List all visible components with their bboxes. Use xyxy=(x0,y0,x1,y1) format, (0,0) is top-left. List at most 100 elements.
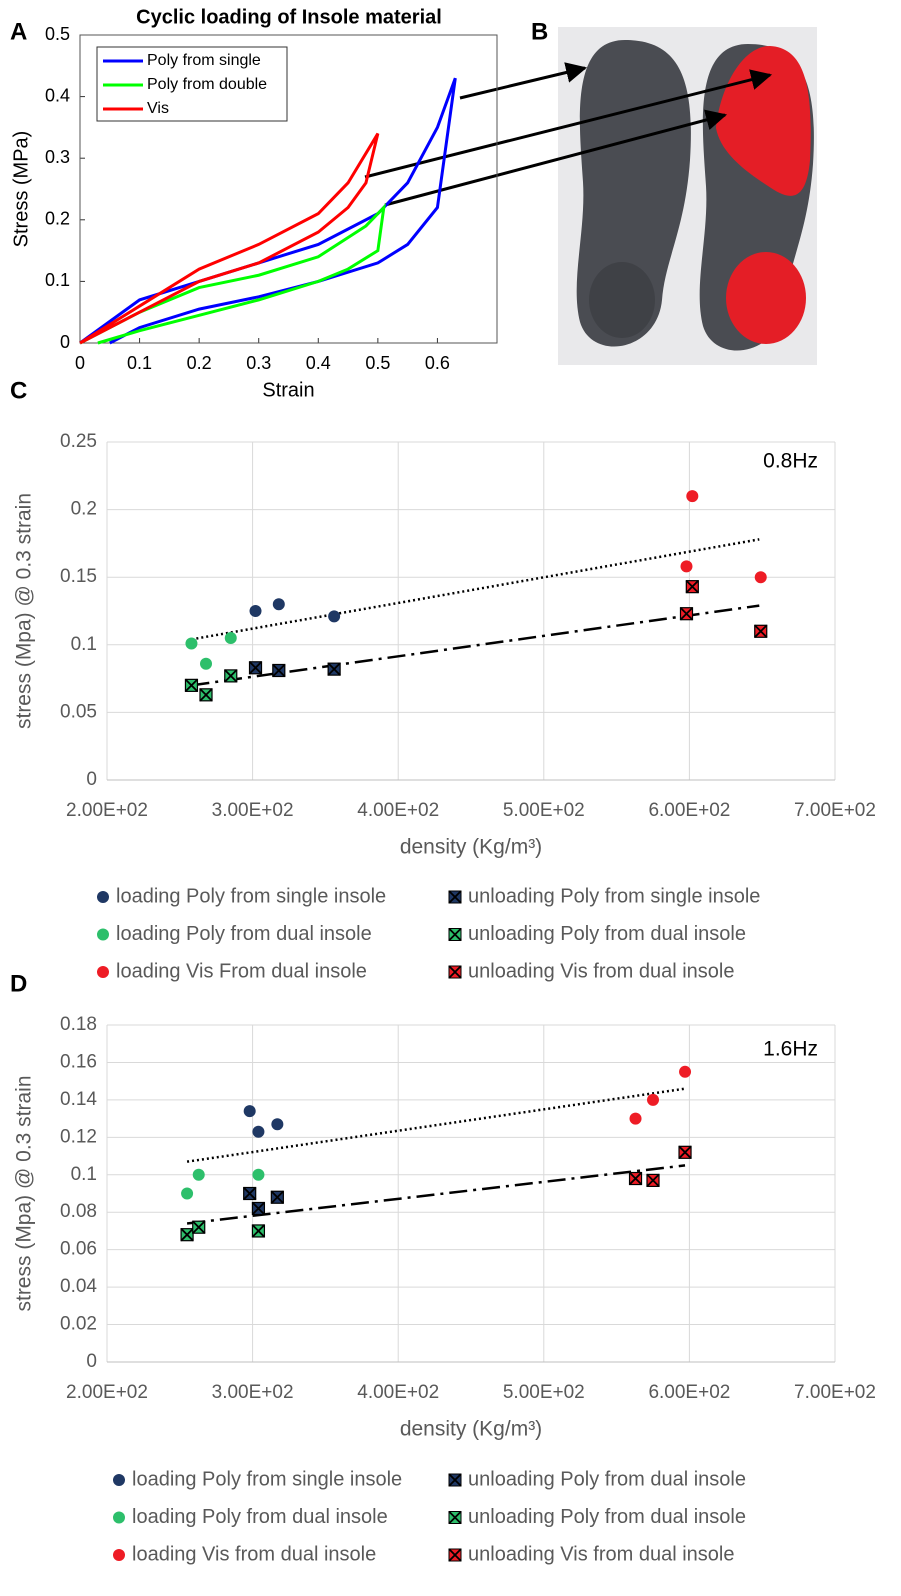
arrow xyxy=(364,69,773,179)
marker-circle xyxy=(686,490,699,503)
marker-circle xyxy=(252,1168,265,1181)
panel-label: D xyxy=(10,970,27,997)
legend-label: loading Vis From dual insole xyxy=(116,960,367,982)
trend-line xyxy=(191,604,760,687)
y-tick-label: 0.14 xyxy=(60,1089,97,1110)
arrows xyxy=(364,62,773,207)
marker-circle xyxy=(181,1187,194,1200)
data-point xyxy=(243,1105,256,1118)
data-point xyxy=(272,663,286,678)
legend-label: unloading Poly from dual insole xyxy=(468,1468,746,1490)
insole-left-heel xyxy=(589,262,655,338)
x-tick-label: 5.00E+02 xyxy=(503,1382,585,1403)
y-tick-label: 0 xyxy=(60,332,70,352)
legend-label: unloading Vis from dual insole xyxy=(468,1543,734,1565)
marker-cross xyxy=(327,662,341,676)
marker-cross xyxy=(251,1224,266,1238)
data-point xyxy=(181,1187,194,1200)
data-point xyxy=(185,637,198,650)
y-tick-label: 0.08 xyxy=(60,1201,97,1222)
y-tick-label: 0.2 xyxy=(45,209,70,229)
legend-swatch xyxy=(448,890,462,904)
y-tick-label: 0 xyxy=(86,1351,97,1372)
plot-frame xyxy=(79,34,498,344)
x-tick-label: 7.00E+02 xyxy=(794,800,876,821)
legend-label: unloading Poly from single insole xyxy=(468,885,760,907)
y-tick-label: 0.06 xyxy=(60,1239,97,1260)
legend-swatch xyxy=(113,1511,125,1524)
arrow xyxy=(459,62,588,100)
y-tick-label: 0.25 xyxy=(60,431,97,452)
insole-right-heel xyxy=(726,252,806,344)
legend-swatch xyxy=(448,1548,462,1562)
marker-circle xyxy=(192,1168,205,1181)
legend-swatch xyxy=(113,1549,125,1561)
legend-label: loading Poly from dual insole xyxy=(132,1506,388,1528)
annotation: 1.6Hz xyxy=(763,1038,818,1061)
panel-label: C xyxy=(10,377,27,404)
legend-swatch xyxy=(113,1474,125,1486)
y-tick-label: 0.12 xyxy=(60,1126,97,1147)
legend-swatch xyxy=(448,1510,462,1525)
legend-label: unloading Poly from dual insole xyxy=(468,1506,746,1528)
marker-circle xyxy=(113,1549,125,1561)
data-line xyxy=(79,132,380,345)
y-tick-label: 0.15 xyxy=(60,566,97,587)
legend-label: unloading Poly from dual insole xyxy=(468,923,746,945)
data-point xyxy=(327,662,341,676)
data-point xyxy=(628,1171,643,1186)
data-point xyxy=(679,607,694,621)
marker-circle xyxy=(200,657,213,670)
marker-cross xyxy=(448,965,462,979)
data-point xyxy=(686,490,699,503)
data-point xyxy=(192,1220,206,1234)
marker-cross xyxy=(243,1186,257,1201)
legend-swatch xyxy=(97,966,109,978)
legend-swatch xyxy=(97,928,109,941)
data-point xyxy=(224,669,238,683)
marker-cross xyxy=(448,927,462,942)
legend-label: Vis xyxy=(147,100,169,117)
data-point xyxy=(328,610,341,623)
y-axis-label: stress (Mpa) @ 0.3 strain xyxy=(13,1075,36,1311)
data-point xyxy=(199,688,213,702)
data-point xyxy=(679,1065,692,1078)
legend-label: unloading Vis from dual insole xyxy=(468,960,734,982)
panel-label: A xyxy=(10,18,27,45)
x-tick-label: 0.3 xyxy=(246,353,271,373)
x-axis-label: density (Kg/m³) xyxy=(400,836,542,859)
data-point xyxy=(184,678,199,692)
data-point xyxy=(200,657,213,670)
marker-circle xyxy=(679,1065,692,1078)
x-tick-label: 0 xyxy=(75,353,85,373)
data-point xyxy=(252,1168,265,1181)
data-point xyxy=(249,605,262,617)
data-point xyxy=(646,1173,660,1188)
legend-label: loading Poly from single insole xyxy=(116,885,386,907)
marker-cross xyxy=(199,688,213,702)
legend-label: loading Poly from single insole xyxy=(132,1468,402,1490)
y-tick-label: 0.5 xyxy=(45,24,70,44)
y-axis-label: stress (Mpa) @ 0.3 strain xyxy=(13,493,36,729)
marker-cross xyxy=(272,663,286,678)
data-point xyxy=(685,580,699,594)
data-point xyxy=(251,1201,266,1216)
x-tick-label: 6.00E+02 xyxy=(648,1382,730,1403)
marker-circle xyxy=(647,1093,659,1106)
data-point xyxy=(248,661,263,675)
marker-cross xyxy=(679,607,694,621)
marker-cross xyxy=(678,1145,692,1159)
x-tick-label: 3.00E+02 xyxy=(212,800,294,821)
marker-circle xyxy=(249,605,262,617)
annotation: 0.8Hz xyxy=(763,450,818,473)
y-tick-label: 0.18 xyxy=(60,1014,97,1035)
data-point xyxy=(629,1112,642,1125)
data-point xyxy=(243,1186,257,1201)
data-point xyxy=(180,1228,194,1242)
marker-circle xyxy=(252,1125,265,1138)
marker-circle xyxy=(185,637,198,650)
insole-photo xyxy=(558,27,817,365)
marker-circle xyxy=(328,610,341,623)
x-tick-label: 4.00E+02 xyxy=(357,1382,439,1403)
